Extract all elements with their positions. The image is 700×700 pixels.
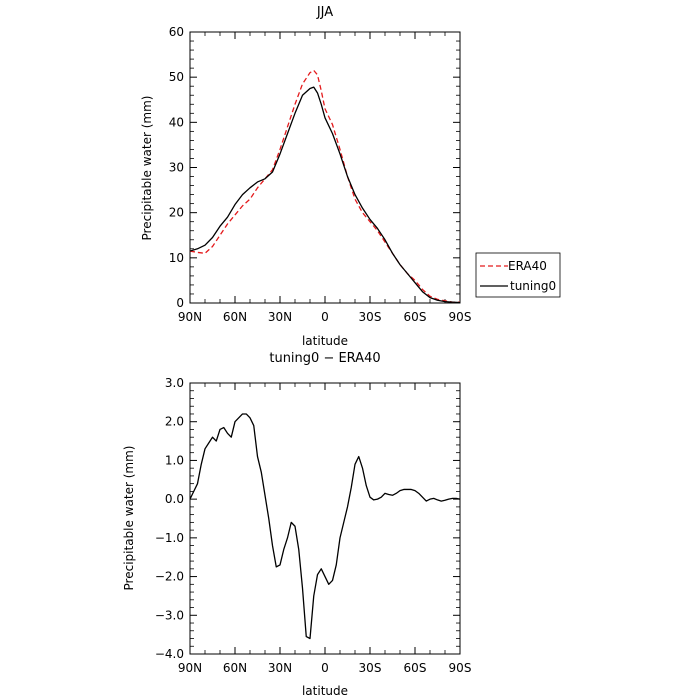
bottom-x-tick-label: 0 [321,661,329,675]
bottom-y-axis-label: Precipitable water (mm) [122,446,136,591]
bottom-x-tick-label: 90S [449,661,472,675]
bottom-axis-ticks [189,382,461,655]
top-x-tick-label: 90N [178,310,202,324]
top-tick-labels: 90N 60N 30N 0 30S 60S 90S 0 10 20 30 40 50 60 [169,25,472,324]
bottom-y-tick-label: −2.0 [155,570,184,584]
top-x-tick-label: 30N [268,310,292,324]
top-x-tick-label: 60S [404,310,427,324]
top-y-tick-label: 40 [169,115,184,129]
legend-label-tuning0: tuning0 [510,279,556,293]
top-series-line-tuning0 [189,86,461,304]
top-x-tick-label: 60N [223,310,247,324]
top-x-tick-label: 30S [359,310,382,324]
bottom-tick-labels: 90N 60N 30N 0 30S 60S 90S 3.0 2.0 1.0 0.0 −1.0 −2.0 −… [155,376,472,675]
top-y-tick-label: 30 [169,161,184,175]
bottom-series-group [189,413,461,640]
bottom-x-axis-label: latitude [302,684,348,698]
top-x-axis-label: latitude [302,334,348,348]
top-axis-ticks [189,31,461,304]
bottom-x-tick-label: 30S [359,661,382,675]
bottom-y-tick-label: 3.0 [165,376,184,390]
legend: ERA40 tuning0 [475,252,561,298]
top-series-group [189,69,461,304]
top-y-tick-label: 10 [169,251,184,265]
bottom-x-tick-label: 60S [404,661,427,675]
top-plot-frame [189,31,461,304]
top-y-tick-label: 60 [169,25,184,39]
top-series-line-era40 [189,69,460,303]
bottom-panel: tuning0 − ERA40 90N 60N 30N 0 30S 60S 90S 3.0 2.… [122,351,471,698]
bottom-y-tick-label: 0.0 [165,492,184,506]
bottom-y-tick-label: 1.0 [165,453,184,467]
top-panel: JJA 90N 60N 30N 0 30S 60S 90S 0 10 20 30 40 50 60 lat… [140,5,561,348]
bottom-plot-frame [189,382,461,655]
bottom-y-tick-label: 2.0 [165,415,184,429]
bottom-x-tick-label: 90N [178,661,202,675]
bottom-series-line-difference [189,413,461,640]
top-chart-title: JJA [316,5,333,20]
bottom-x-tick-label: 30N [268,661,292,675]
top-x-tick-label: 0 [321,310,329,324]
top-y-axis-label: Precipitable water (mm) [140,96,154,241]
legend-label-era40: ERA40 [508,259,547,273]
top-y-tick-label: 20 [169,206,184,220]
bottom-y-tick-label: −3.0 [155,608,184,622]
bottom-y-tick-label: −1.0 [155,531,184,545]
top-y-tick-label: 50 [169,70,184,84]
bottom-y-tick-label: −4.0 [155,647,184,661]
bottom-x-tick-label: 60N [223,661,247,675]
top-y-tick-label: 0 [176,296,184,310]
bottom-chart-title: tuning0 − ERA40 [269,351,380,366]
legend-box [475,252,561,298]
top-x-tick-label: 90S [449,310,472,324]
